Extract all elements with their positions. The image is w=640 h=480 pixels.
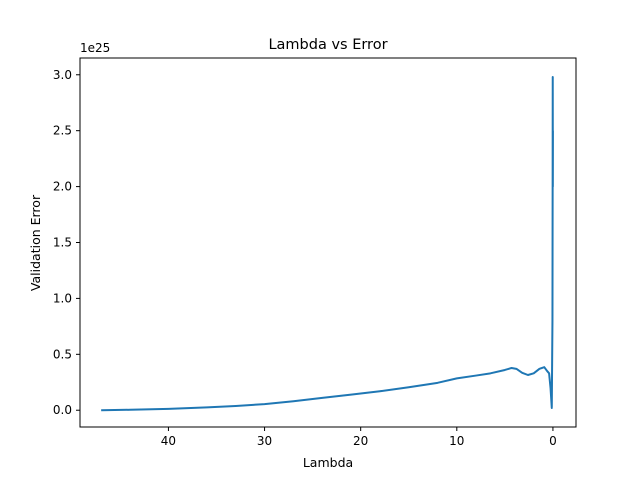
chart-title: Lambda vs Error [268, 37, 387, 53]
x-tick-label: 20 [353, 434, 368, 448]
y-tick-label: 2.0 [53, 180, 72, 194]
x-axis: 40 30 20 10 0 [161, 427, 557, 448]
y-tick-label: 1.0 [53, 291, 72, 305]
plot-area [101, 76, 554, 412]
y-tick-label: 1.5 [53, 236, 72, 250]
x-tick-label: 10 [449, 434, 464, 448]
y-tick-label: 0.0 [53, 403, 72, 417]
y-tick-label: 0.5 [53, 347, 72, 361]
x-tick-label: 0 [549, 434, 557, 448]
y-axis: 0.0 0.5 1.0 1.5 2.0 2.5 3.0 [53, 68, 80, 417]
x-axis-label: Lambda [303, 455, 353, 470]
y-offset-text: 1e25 [80, 41, 110, 55]
x-tick-label: 30 [257, 434, 272, 448]
x-tick-label: 40 [161, 434, 176, 448]
y-tick-label: 2.5 [53, 124, 72, 138]
y-tick-label: 3.0 [53, 68, 72, 82]
series-line [101, 76, 554, 412]
y-axis-label: Validation Error [28, 194, 43, 291]
